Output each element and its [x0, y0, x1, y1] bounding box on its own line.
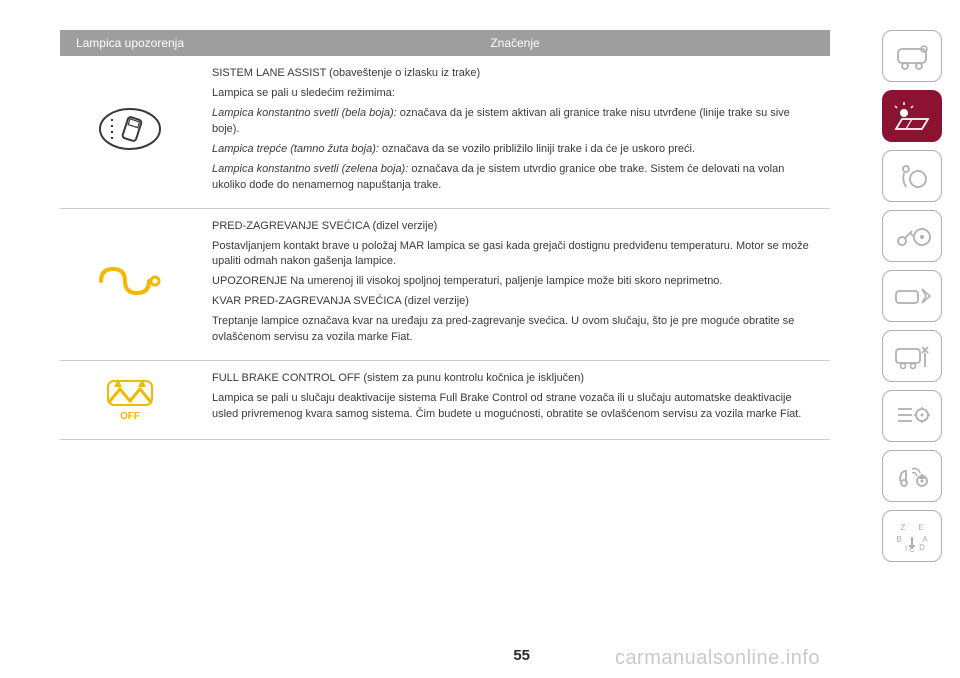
description-line: Lampica konstantno svetli (bela boja): o…	[212, 106, 818, 138]
description-line: Lampica se pali u sledećim režimima:	[212, 86, 818, 102]
description-line: UPOZORENJE Na umerenoj ili visokoj spolj…	[212, 274, 818, 290]
airbag-icon[interactable]	[882, 150, 942, 202]
line-prefix: Lampica konstantno svetli (bela boja):	[212, 107, 400, 119]
brake-off-icon: OFF	[60, 361, 200, 440]
description-line: Lampica se pali u slučaju deaktivacije s…	[212, 391, 818, 423]
svg-text:Z: Z	[901, 523, 906, 532]
warning-light-icon[interactable]	[882, 90, 942, 142]
svg-text:B: B	[896, 535, 901, 544]
table-row: OFF FULL BRAKE CONTROL OFF (sistem za pu…	[60, 361, 830, 440]
description-line: PRED-ZAGREVANJE SVEĆICA (dizel verzije)	[212, 219, 818, 235]
description-line: FULL BRAKE CONTROL OFF (sistem za punu k…	[212, 371, 818, 387]
line-text: FULL BRAKE CONTROL OFF (sistem za punu k…	[212, 372, 584, 384]
line-text: SISTEM LANE ASSIST (obaveštenje o izlask…	[212, 67, 480, 79]
svg-text:I: I	[905, 544, 907, 553]
description-line: SISTEM LANE ASSIST (obaveštenje o izlask…	[212, 66, 818, 82]
svg-text:OFF: OFF	[120, 411, 140, 422]
line-text: KVAR PRED-ZAGREVANJA SVEĆICA (dizel verz…	[212, 295, 469, 307]
description-line: Lampica konstantno svetli (zelena boja):…	[212, 162, 818, 194]
glow-plug-icon	[60, 208, 200, 361]
svg-text:D: D	[919, 543, 925, 552]
description-line: KVAR PRED-ZAGREVANJA SVEĆICA (dizel verz…	[212, 294, 818, 310]
svg-text:E: E	[918, 523, 923, 532]
service-icon[interactable]	[882, 330, 942, 382]
content-area: Lampica upozorenja Značenje SISTEM LANE …	[60, 30, 830, 440]
line-prefix: Lampica trepće (tamno žuta boja):	[212, 143, 382, 155]
line-text: UPOZORENJE Na umerenoj ili visokoj spolj…	[212, 275, 723, 287]
description-line: Lampica trepće (tamno žuta boja): označa…	[212, 142, 818, 158]
line-text: Lampica se pali u sledećim režimima:	[212, 87, 395, 99]
line-text: Lampica se pali u slučaju deaktivacije s…	[212, 392, 801, 420]
media-nav-icon[interactable]	[882, 450, 942, 502]
col-header-lamp: Lampica upozorenja	[60, 30, 200, 56]
description-cell: SISTEM LANE ASSIST (obaveštenje o izlask…	[200, 56, 830, 208]
watermark-text: carmanualsonline.info	[615, 647, 820, 670]
line-text: Treptanje lampice označava kvar na uređa…	[212, 315, 794, 343]
line-prefix: Lampica konstantno svetli (zelena boja):	[212, 163, 411, 175]
line-text: Postavljanjem kontakt brave u položaj MA…	[212, 240, 809, 268]
table-row: SISTEM LANE ASSIST (obaveštenje o izlask…	[60, 56, 830, 208]
col-header-meaning: Značenje	[200, 30, 830, 56]
key-steering-icon[interactable]	[882, 210, 942, 262]
table-row: PRED-ZAGREVANJE SVEĆICA (dizel verzije) P…	[60, 208, 830, 361]
line-text: označava da se vozilo približilo liniji …	[382, 143, 695, 155]
line-text: PRED-ZAGREVANJE SVEĆICA (dizel verzije)	[212, 220, 437, 232]
description-cell: FULL BRAKE CONTROL OFF (sistem za punu k…	[200, 361, 830, 440]
section-sidebar: iZEBAICD	[882, 30, 942, 562]
lane-assist-icon	[60, 56, 200, 208]
description-line: Postavljanjem kontakt brave u položaj MA…	[212, 239, 818, 271]
description-cell: PRED-ZAGREVANJE SVEĆICA (dizel verzije) P…	[200, 208, 830, 361]
warning-table: Lampica upozorenja Značenje SISTEM LANE …	[60, 30, 830, 440]
description-line: Treptanje lampice označava kvar na uređa…	[212, 314, 818, 346]
page-number: 55	[513, 647, 530, 664]
collision-icon[interactable]	[882, 270, 942, 322]
vehicle-front-icon[interactable]: i	[882, 30, 942, 82]
settings-list-icon[interactable]	[882, 390, 942, 442]
alphabet-dial-icon[interactable]: ZEBAICD	[882, 510, 942, 562]
